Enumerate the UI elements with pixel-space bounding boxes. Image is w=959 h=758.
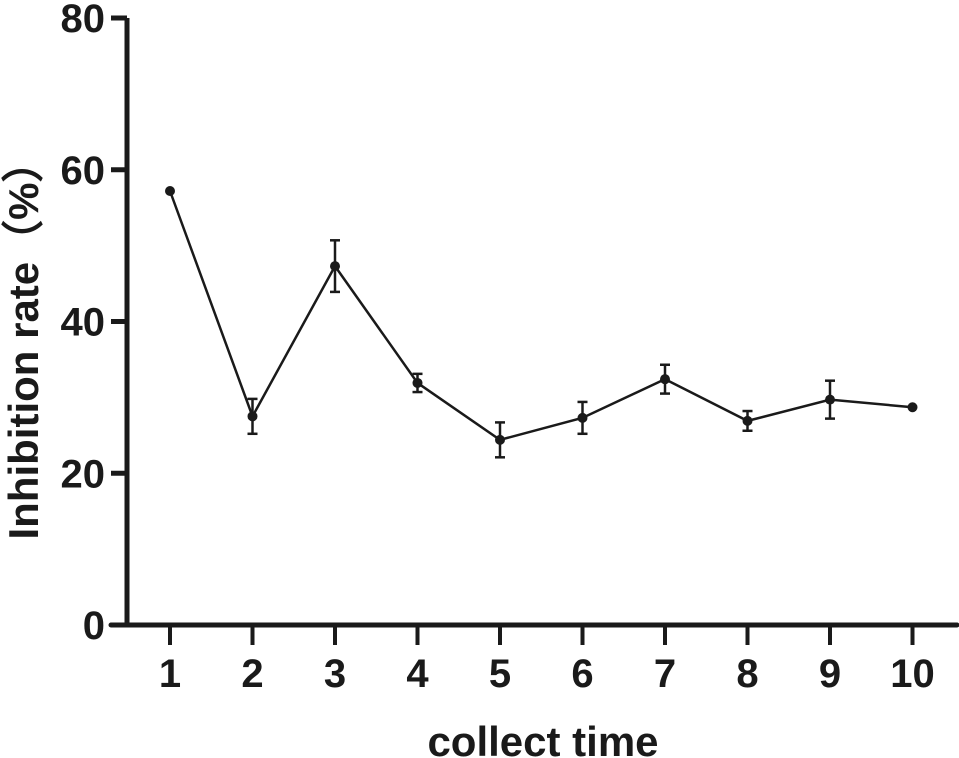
x-tick-label: 2	[241, 652, 263, 696]
x-tick-label: 10	[890, 652, 935, 696]
x-axis-title: collect time	[427, 718, 658, 758]
data-point	[742, 415, 753, 426]
x-tick-label: 3	[324, 652, 346, 696]
y-axis-ticks: 0 20 40 60 80	[61, 0, 127, 648]
x-tick-label: 4	[406, 652, 429, 696]
data-point	[495, 434, 505, 445]
y-tick-label: 20	[61, 452, 106, 496]
y-axis-title: Inhibition rate（%）	[0, 140, 47, 539]
data-point	[330, 261, 340, 272]
series-line	[168, 190, 913, 442]
y-tick-label: 0	[83, 604, 105, 648]
data-point	[247, 411, 258, 422]
data-point	[165, 185, 175, 196]
x-tick-label: 9	[819, 652, 841, 696]
x-tick-label: 1	[159, 652, 181, 696]
data-series	[165, 185, 918, 459]
y-tick-label: 40	[61, 301, 106, 345]
y-tick-label: 60	[61, 149, 106, 193]
data-point	[412, 377, 423, 388]
data-point	[825, 394, 835, 405]
data-point	[577, 412, 588, 423]
x-axis-ticks: 1 2 3 4 5 6 7 8 9 10	[159, 625, 935, 696]
x-tick-label: 6	[571, 652, 593, 696]
axes	[108, 18, 959, 628]
x-tick-label: 5	[489, 652, 511, 696]
x-tick-label: 7	[654, 652, 676, 696]
data-point	[907, 402, 918, 413]
x-tick-label: 8	[736, 652, 758, 696]
data-point	[660, 374, 670, 385]
y-tick-label: 80	[61, 0, 106, 41]
